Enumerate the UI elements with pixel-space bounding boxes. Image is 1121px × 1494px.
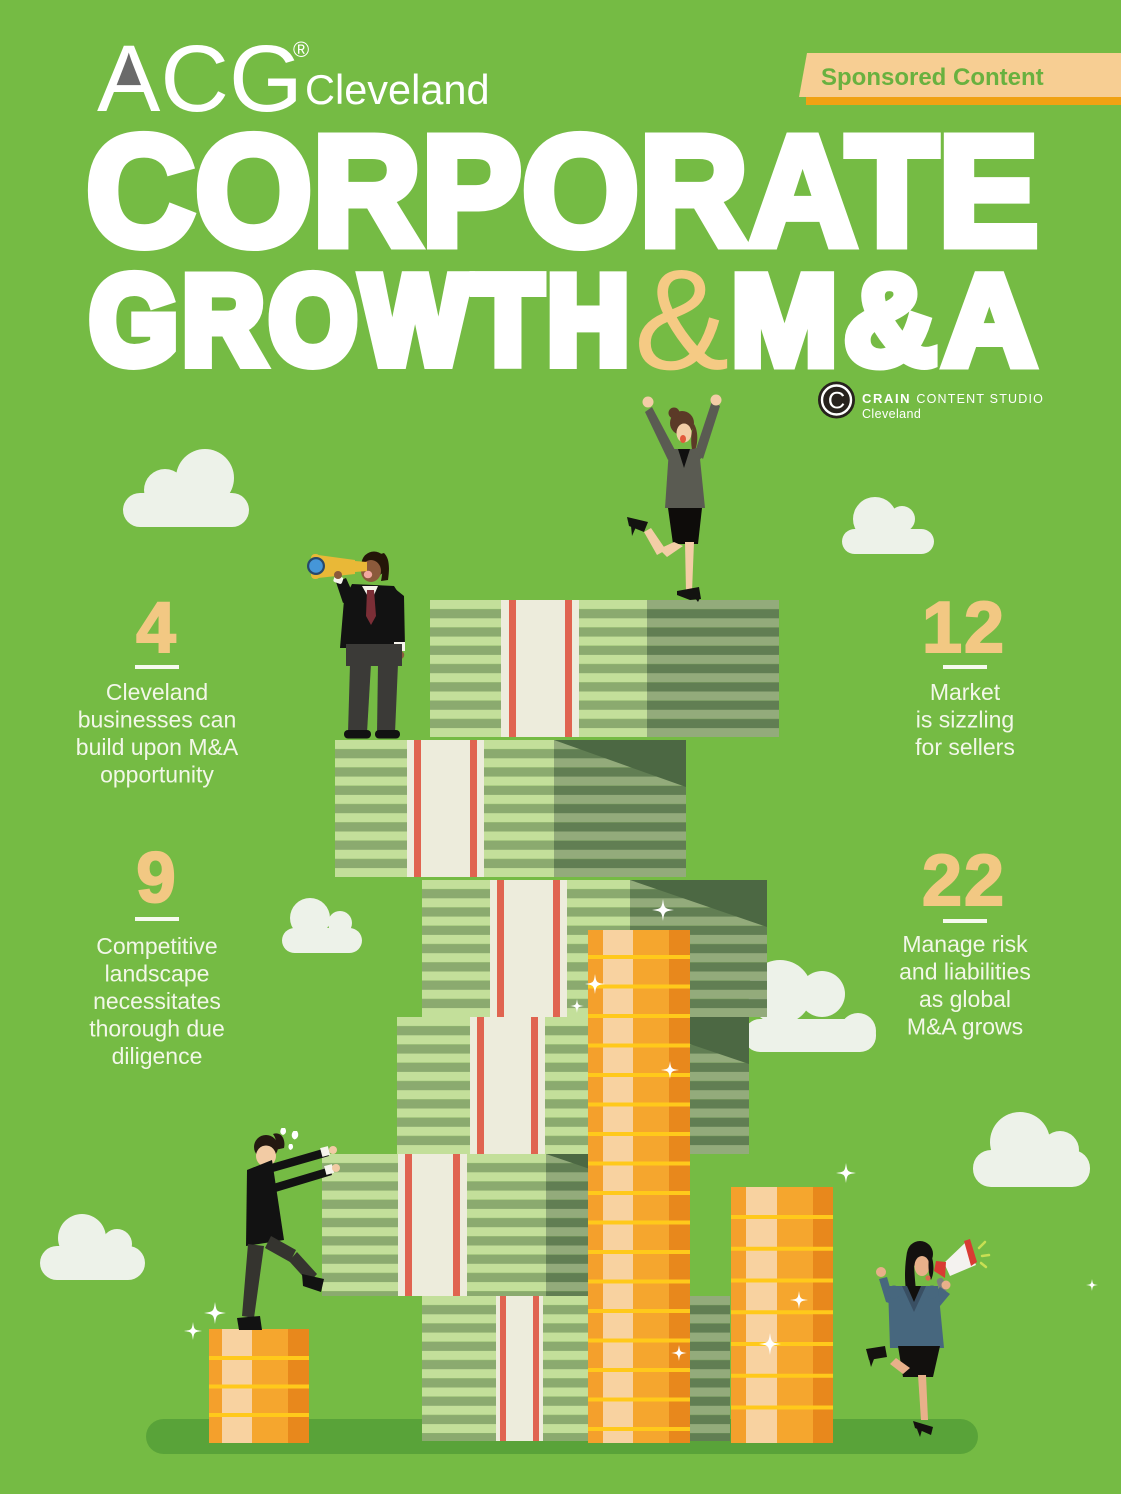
svg-text:thorough due: thorough due xyxy=(89,1016,225,1042)
svg-text:as global: as global xyxy=(919,986,1011,1012)
svg-text:Market: Market xyxy=(930,679,1001,705)
svg-text:businesses can: businesses can xyxy=(78,707,237,733)
svg-text:is sizzling: is sizzling xyxy=(916,707,1014,733)
svg-text:Cleveland: Cleveland xyxy=(305,66,490,113)
svg-text:ACG: ACG xyxy=(97,26,303,132)
svg-text:landscape: landscape xyxy=(105,961,210,987)
svg-text:&: & xyxy=(634,241,729,400)
svg-text:GROWTH: GROWTH xyxy=(90,252,634,390)
svg-text:Cleveland: Cleveland xyxy=(862,407,921,421)
svg-text:and liabilities: and liabilities xyxy=(899,959,1031,985)
svg-text:Competitive: Competitive xyxy=(96,933,217,959)
svg-text:4: 4 xyxy=(136,589,176,668)
svg-text:22: 22 xyxy=(922,841,1006,921)
svg-text:M&A: M&A xyxy=(731,250,1042,393)
svg-text:opportunity: opportunity xyxy=(100,762,214,788)
svg-text:9: 9 xyxy=(136,839,176,918)
svg-text:®: ® xyxy=(293,37,309,62)
svg-text:CORPORATE: CORPORATE xyxy=(86,103,1039,278)
svg-text:necessitates: necessitates xyxy=(93,988,221,1014)
svg-text:for sellers: for sellers xyxy=(915,734,1015,760)
svg-text:12: 12 xyxy=(922,588,1006,668)
svg-text:Sponsored Content: Sponsored Content xyxy=(821,64,1044,91)
svg-text:CRAIN CONTENT STUDIO: CRAIN CONTENT STUDIO xyxy=(862,391,1044,406)
svg-text:diligence: diligence xyxy=(112,1043,203,1069)
svg-text:C: C xyxy=(828,388,845,415)
svg-text:build upon M&A: build upon M&A xyxy=(76,734,239,760)
svg-text:M&A grows: M&A grows xyxy=(907,1014,1023,1040)
svg-text:Manage risk: Manage risk xyxy=(902,931,1028,957)
svg-text:Cleveland: Cleveland xyxy=(106,679,208,705)
